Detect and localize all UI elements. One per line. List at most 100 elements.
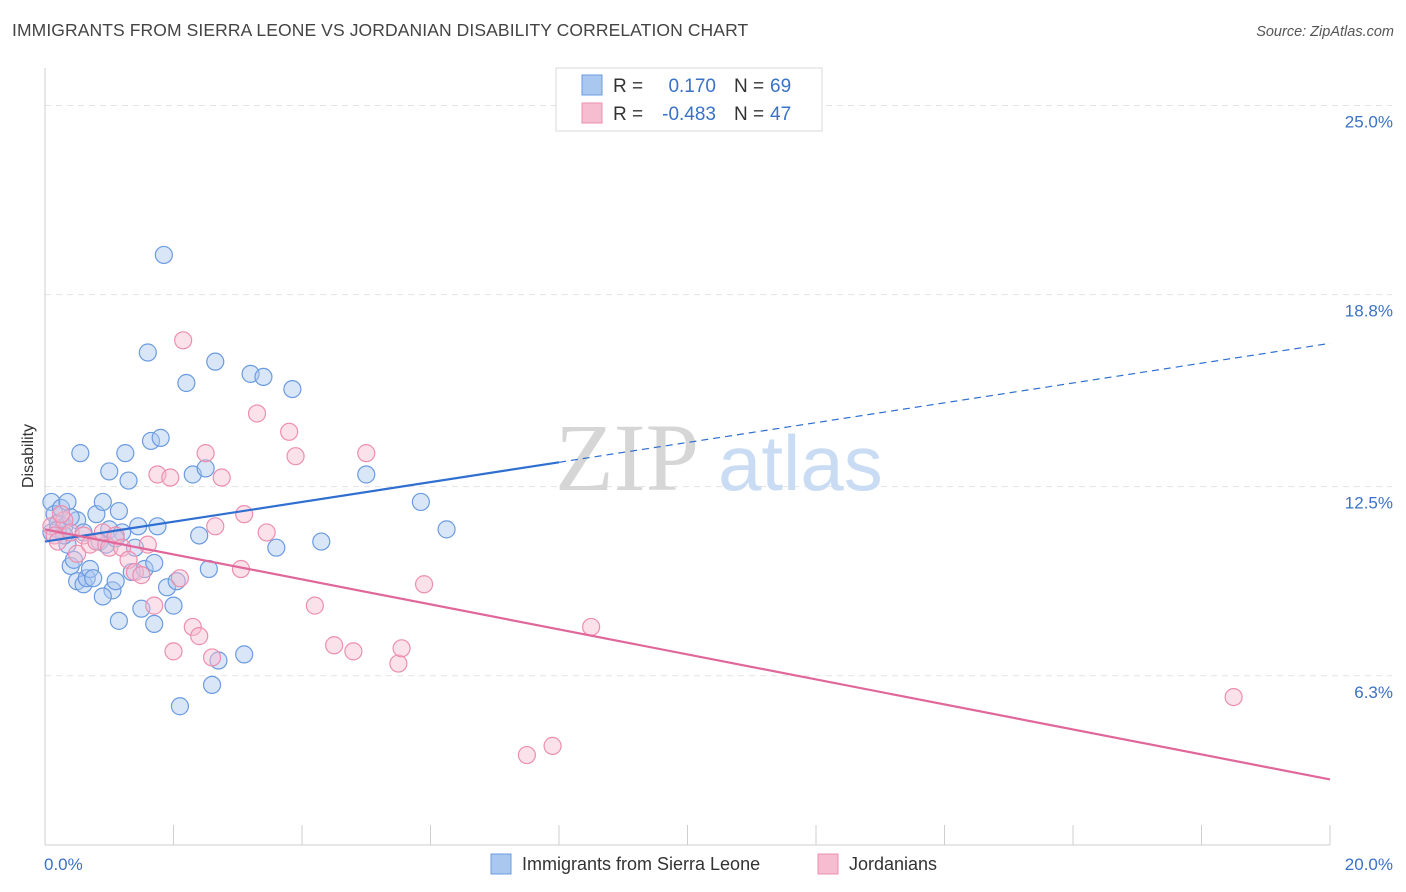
data-point-jordanians [305,596,324,615]
legend-r-value-1: 0.170 [668,76,716,97]
data-point-sierra-leone [190,526,209,545]
legend-r-value-2: -0.483 [662,104,716,125]
y-axis-title: Disability [20,424,37,488]
data-point-sierra-leone [93,492,112,512]
bottom-legend-swatch-pink [817,853,839,875]
data-point-sierra-leone [148,517,167,536]
x-tick-labels: 0.0% 20.0% [44,855,1393,874]
data-point-jordanians [414,575,434,594]
trend-lines [44,342,1331,781]
data-point-sierra-leone [167,572,186,591]
data-point-jordanians [212,468,231,487]
data-point-jordanians [325,636,344,655]
data-point-sierra-leone [312,532,331,551]
data-point-sierra-leone [235,645,254,664]
data-point-sierra-leone [119,471,138,490]
data-point-jordanians [286,447,305,466]
legend-swatch-blue [581,74,603,96]
data-point-jordanians [392,639,411,658]
data-point-sierra-leone [154,245,173,265]
data-point-sierra-leone [170,697,190,716]
data-point-jordanians [183,617,202,637]
bottom-legend-label-1: Immigrants from Sierra Leone [522,854,760,874]
legend-swatch-pink [581,102,603,124]
data-point-jordanians [170,569,190,588]
trend-line-sierra-leone [44,461,560,543]
data-point-sierra-leone [151,428,170,447]
data-point-jordanians [190,627,209,646]
data-point-jordanians [257,523,276,542]
data-point-sierra-leone [177,373,196,393]
chart-title: IMMIGRANTS FROM SIERRA LEONE VS JORDANIA… [12,20,749,40]
data-point-sierra-leone [100,462,119,481]
data-point-sierra-leone [202,675,222,695]
data-point-jordanians [164,642,183,661]
data-point-jordanians [235,505,254,524]
legend: R = 0.170 N = 69 R = -0.483 N = 47 [555,67,823,132]
data-point-jordanians [344,642,363,661]
watermark: ZIP atlas [555,404,883,511]
data-point-sierra-leone [267,538,286,557]
y-tick-label: 18.8% [1345,302,1393,321]
data-point-jordanians [1224,687,1243,707]
bottom-legend: Immigrants from Sierra Leone Jordanians [490,853,937,875]
grid-lines [45,104,1392,677]
data-point-sierra-leone [254,367,273,387]
data-point-sierra-leone [145,614,164,634]
data-point-sierra-leone [206,352,225,371]
data-point-jordanians [206,517,225,536]
bottom-legend-swatch-blue [490,853,512,875]
data-point-jordanians [247,404,267,423]
data-point-jordanians [68,544,87,563]
data-point-jordanians [517,745,536,765]
data-point-sierra-leone [164,596,183,615]
data-point-sierra-leone [84,569,103,588]
x-tick-label: 0.0% [44,855,83,874]
data-point-jordanians [161,468,180,487]
legend-n-value-1: 69 [770,76,791,97]
data-point-jordanians [389,654,408,673]
data-point-sierra-leone [106,572,125,591]
series-sierra-leone-points [42,245,456,716]
data-point-sierra-leone [283,379,302,399]
data-point-jordanians [357,444,376,463]
legend-r-label-2: R = [613,104,643,125]
data-point-jordanians [174,331,193,350]
data-point-sierra-leone [116,444,135,463]
data-point-sierra-leone [71,444,90,463]
legend-n-value-2: 47 [770,104,791,125]
legend-n-label-1: N = [734,76,764,97]
data-point-sierra-leone [93,587,112,606]
x-tick-label: 20.0% [1345,855,1393,874]
y-tick-label: 25.0% [1345,112,1393,131]
legend-r-label-1: R = [613,76,643,97]
data-point-jordanians [202,648,222,667]
legend-n-label-2: N = [734,104,764,125]
data-point-jordanians [280,422,299,441]
source-label: Source: ZipAtlas.com [1256,24,1394,40]
series-jordanians-points [42,331,1243,765]
y-tick-labels: 25.0% 18.8% 12.5% 6.3% [1345,112,1393,701]
y-tick-label: 6.3% [1354,683,1393,702]
data-point-sierra-leone [196,459,215,478]
bottom-legend-label-2: Jordanians [849,854,937,874]
data-point-sierra-leone [357,465,376,484]
data-point-jordanians [196,444,215,463]
data-point-sierra-leone [145,553,164,573]
data-point-sierra-leone [109,501,128,521]
watermark-zip: ZIP [555,404,699,511]
data-point-sierra-leone [138,343,157,362]
data-point-jordanians [145,596,164,615]
data-point-sierra-leone [157,578,177,597]
axes [44,68,1331,846]
data-point-sierra-leone [411,492,430,512]
trend-line-sierra-leone-extrapolated [558,342,1331,463]
data-point-jordanians [51,505,71,524]
trend-line-jordanians [44,528,1331,781]
data-point-sierra-leone [437,520,456,539]
data-point-sierra-leone [109,611,128,630]
watermark-atlas: atlas [718,419,883,507]
data-point-jordanians [543,736,562,755]
y-tick-label: 12.5% [1345,494,1393,513]
